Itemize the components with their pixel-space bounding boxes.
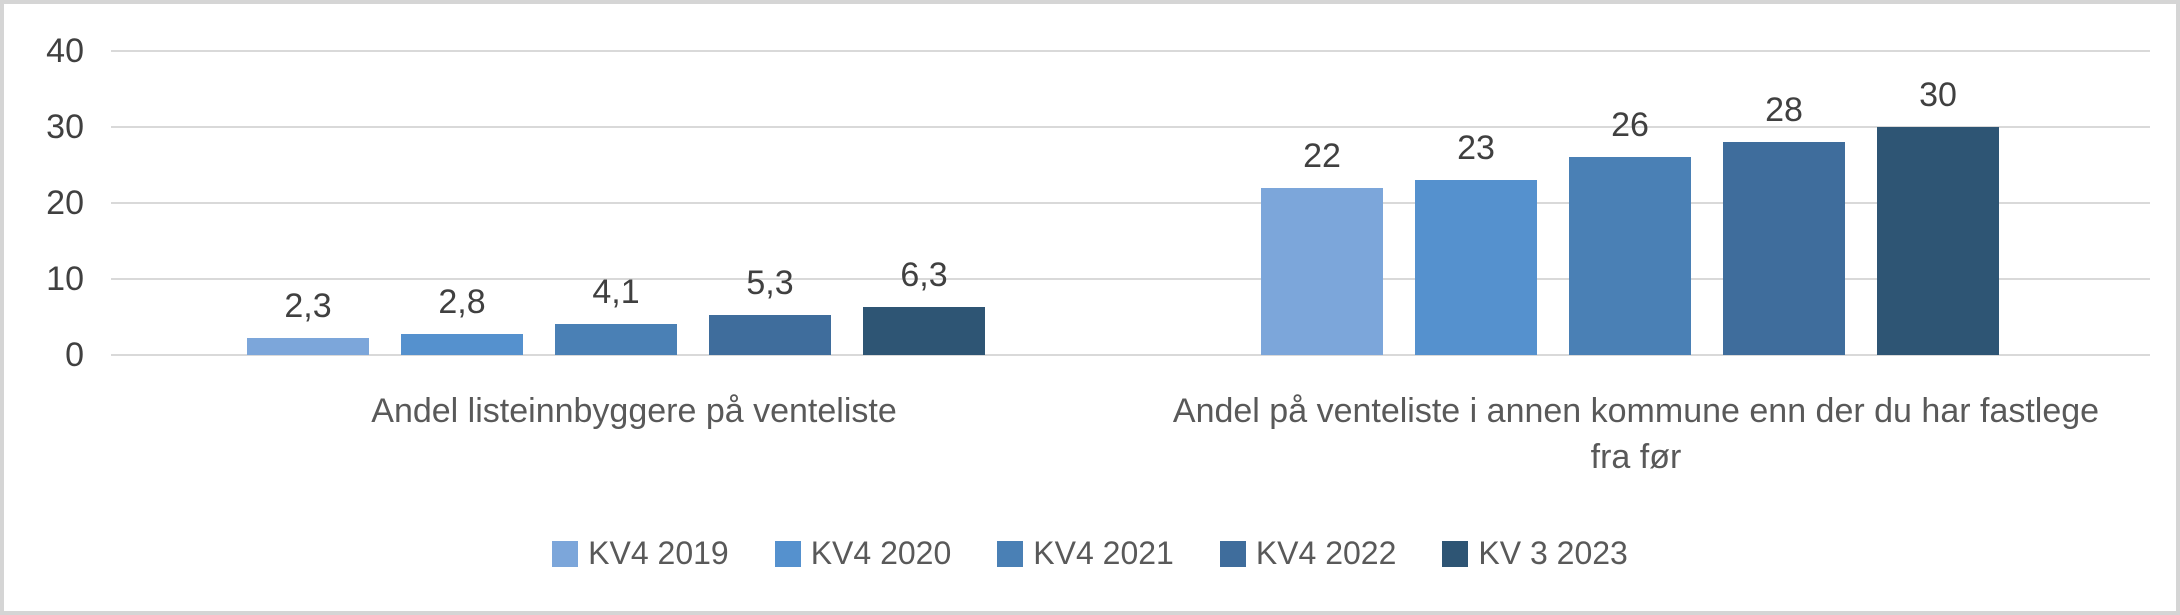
gridline-30 bbox=[111, 126, 2150, 128]
legend-swatch-icon bbox=[997, 540, 1024, 567]
bar-value-label: 5,3 bbox=[746, 263, 794, 302]
bar-kv4-2019-group2 bbox=[1261, 187, 1383, 355]
bar-kv4-2020-group2 bbox=[1415, 180, 1537, 355]
bar-value-label: 26 bbox=[1611, 106, 1649, 145]
legend-swatch-icon bbox=[552, 540, 579, 567]
bar-kv4-2022-group1 bbox=[709, 314, 831, 355]
legend-item-kv4-2022: KV4 2022 bbox=[1219, 535, 1397, 572]
y-tick-label-30: 30 bbox=[46, 108, 84, 146]
bar-value-label: 6,3 bbox=[900, 256, 948, 295]
gridline-10 bbox=[111, 278, 2150, 280]
bar-kv4-2019-group1 bbox=[247, 337, 369, 355]
legend-swatch-icon bbox=[774, 540, 801, 567]
legend-item-kv-3-2023: KV 3 2023 bbox=[1442, 535, 1628, 572]
bar-kv4-2021-group2 bbox=[1569, 157, 1691, 355]
bar-value-label: 30 bbox=[1919, 76, 1957, 114]
y-tick-label-20: 20 bbox=[46, 184, 84, 222]
legend-label: KV4 2019 bbox=[588, 535, 729, 571]
category-label-venteliste: Andel listeinnbyggere på venteliste bbox=[371, 392, 897, 430]
legend-label: KV4 2022 bbox=[1255, 535, 1397, 571]
legend-item-kv4-2019: KV4 2019 bbox=[552, 535, 729, 572]
gridline-40 bbox=[111, 50, 2150, 52]
legend-swatch-icon bbox=[1219, 540, 1246, 567]
legend: KV4 2019 KV4 2020 KV4 2021 KV4 2022 KV 3 202… bbox=[4, 535, 2176, 572]
bar-value-label: 23 bbox=[1457, 129, 1495, 168]
legend-label: KV4 2021 bbox=[1033, 535, 1174, 571]
legend-item-kv4-2020: KV4 2020 bbox=[774, 535, 952, 572]
legend-item-kv4-2021: KV4 2021 bbox=[997, 535, 1174, 572]
y-tick-label-10: 10 bbox=[46, 260, 84, 298]
bar-value-label: 2,8 bbox=[438, 282, 486, 321]
bar-kv4-2020-group1 bbox=[401, 333, 523, 355]
gridline-0 bbox=[111, 354, 2150, 356]
bar-kv4-2022-group2 bbox=[1723, 142, 1845, 355]
bar-value-label: 4,1 bbox=[592, 272, 640, 311]
category-label-annen-kommune: Andel på venteliste i annen kommune enn … bbox=[1172, 392, 2100, 476]
y-tick-label-40: 40 bbox=[46, 32, 84, 70]
legend-swatch-icon bbox=[1442, 540, 1469, 567]
bar-value-label: 28 bbox=[1765, 91, 1803, 130]
legend-label: KV 3 2023 bbox=[1478, 535, 1628, 571]
gridline-20 bbox=[111, 202, 2150, 204]
bar-value-label: 22 bbox=[1303, 136, 1341, 175]
bar-kv4-2021-group1 bbox=[555, 323, 677, 355]
bar-value-label: 2,3 bbox=[284, 286, 332, 325]
legend-label: KV4 2020 bbox=[810, 535, 952, 571]
bar-kv-3-2023-group1 bbox=[863, 307, 985, 355]
y-tick-label-0: 0 bbox=[65, 336, 84, 374]
bar-kv-3-2023-group2 bbox=[1877, 127, 1999, 355]
